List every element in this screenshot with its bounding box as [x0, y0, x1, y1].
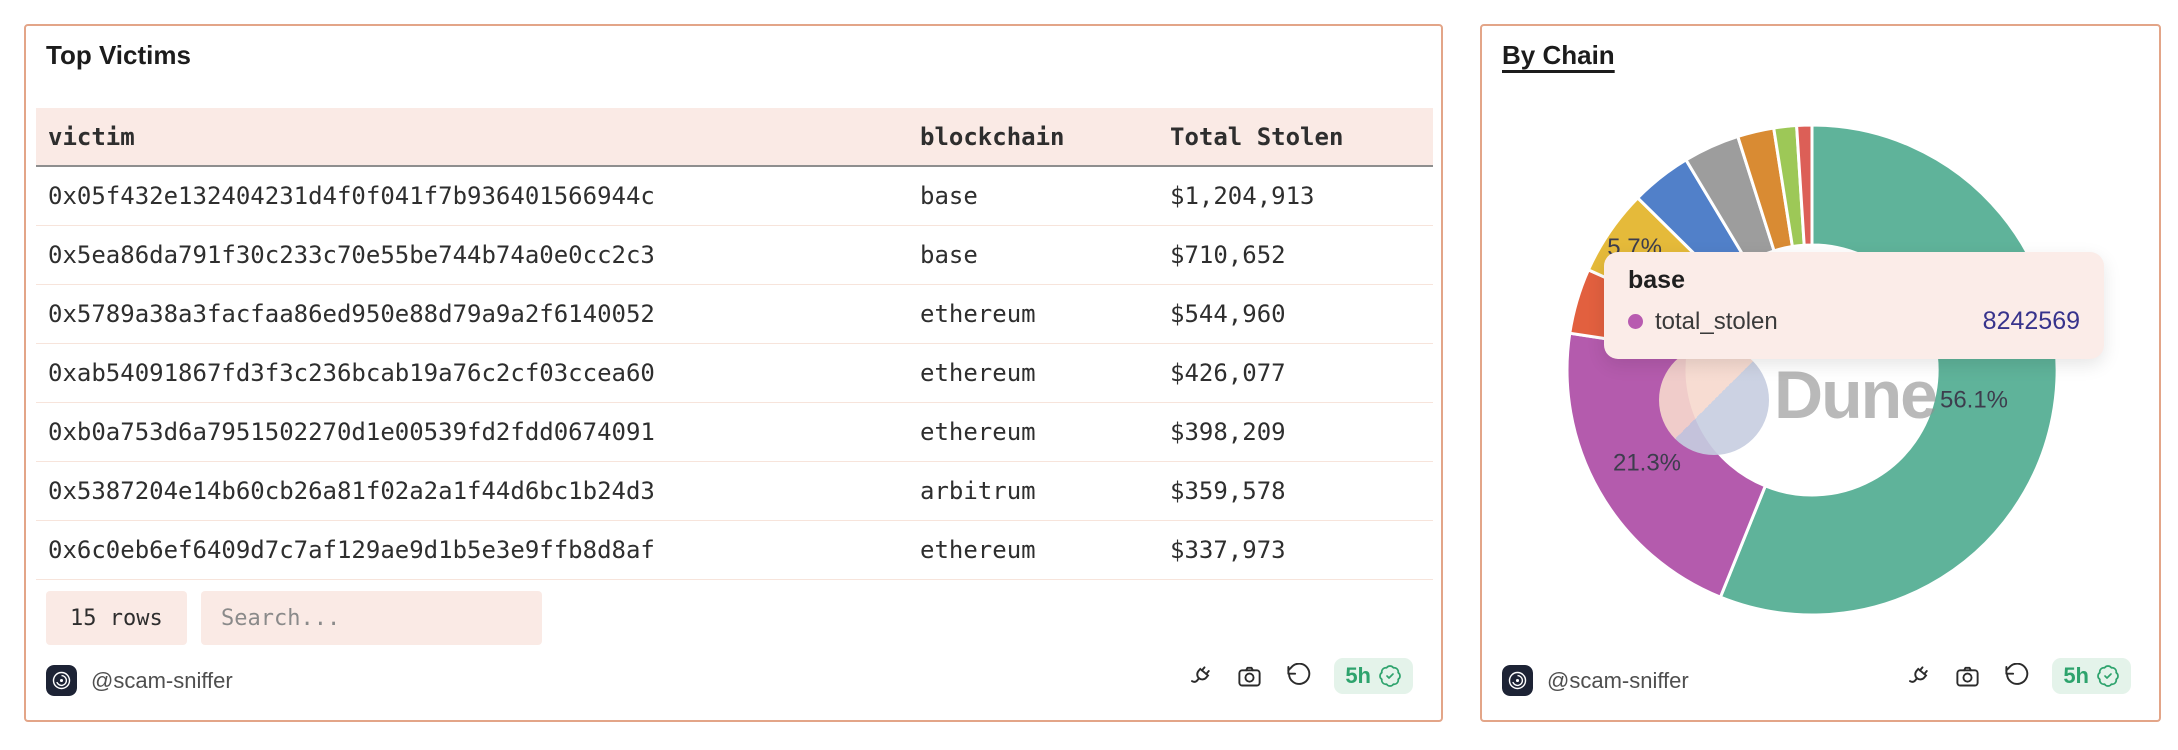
- chart-title-link[interactable]: By Chain: [1502, 40, 1615, 70]
- table-row: 0x5387204e14b60cb26a81f02a2a1f44d6bc1b24…: [36, 461, 1433, 521]
- scam-sniffer-avatar[interactable]: [46, 665, 77, 696]
- rows-count-button[interactable]: 15 rows: [46, 591, 187, 645]
- verified-badge-icon: [1379, 665, 1401, 687]
- plug-icon[interactable]: [1187, 663, 1214, 690]
- blockchain-cell: arbitrum: [908, 461, 1158, 521]
- widget-actions: 5h: [1905, 658, 2131, 694]
- victims-table-body: 0x05f432e132404231d4f0f041f7b93640156694…: [36, 166, 1433, 580]
- blockchain-cell: ethereum: [908, 284, 1158, 344]
- page-title: Top Victims: [46, 40, 191, 70]
- camera-icon[interactable]: [1236, 663, 1263, 690]
- blockchain-cell: ethereum: [908, 343, 1158, 403]
- victim-cell: 0x05f432e132404231d4f0f041f7b93640156694…: [36, 166, 908, 226]
- pie-percent-label: 56.1%: [1940, 387, 2008, 414]
- victims-table: victim blockchain Total Stolen 0x05f432e…: [36, 108, 1433, 580]
- freshness-label: 5h: [1345, 663, 1371, 688]
- victim-cell: 0x6c0eb6ef6409d7c7af129ae9d1b5e3e9ffb8d8…: [36, 520, 908, 580]
- freshness-badge[interactable]: 5h: [2052, 658, 2131, 694]
- table-row: 0x5ea86da791f30c233c70e55be744b74a0e0cc2…: [36, 225, 1433, 285]
- verified-badge-icon: [2097, 665, 2119, 687]
- dune-logo-watermark: [1659, 345, 1769, 455]
- author-attribution: @scam-sniffer: [46, 665, 233, 696]
- total-stolen-cell: $359,578: [1158, 461, 1433, 521]
- freshness-label: 5h: [2063, 663, 2089, 688]
- victim-cell: 0xb0a753d6a7951502270d1e00539fd2fdd06740…: [36, 402, 908, 462]
- total-stolen-cell: $710,652: [1158, 225, 1433, 285]
- table-row: 0xb0a753d6a7951502270d1e00539fd2fdd06740…: [36, 402, 1433, 462]
- chart-tooltip: base total_stolen 8242569: [1604, 252, 2104, 359]
- camera-icon[interactable]: [1954, 663, 1981, 690]
- top-victims-panel: Top Victims victim blockchain Total Stol…: [24, 24, 1443, 722]
- pie-percent-label: 21.3%: [1613, 449, 1681, 476]
- blockchain-cell: base: [908, 225, 1158, 285]
- victim-cell: 0x5ea86da791f30c233c70e55be744b74a0e0cc2…: [36, 225, 908, 285]
- column-header-total-stolen[interactable]: Total Stolen: [1158, 108, 1433, 167]
- table-row: 0x5789a38a3facfaa86ed950e88d79a9a2f61400…: [36, 284, 1433, 344]
- total-stolen-cell: $426,077: [1158, 343, 1433, 403]
- victim-cell: 0xab54091867fd3f3c236bcab19a76c2cf03ccea…: [36, 343, 908, 403]
- total-stolen-cell: $337,973: [1158, 520, 1433, 580]
- total-stolen-cell: $398,209: [1158, 402, 1433, 462]
- dune-watermark-text: Dune: [1774, 357, 1938, 433]
- pie-slice[interactable]: [1795, 123, 1814, 247]
- column-header-blockchain[interactable]: blockchain: [908, 108, 1158, 167]
- tooltip-series-dot: [1628, 314, 1643, 329]
- author-handle[interactable]: @scam-sniffer: [1547, 667, 1689, 693]
- tooltip-title: base: [1628, 266, 1685, 294]
- blockchain-cell: base: [908, 166, 1158, 226]
- blockchain-cell: ethereum: [908, 520, 1158, 580]
- tooltip-row: total_stolen 8242569: [1628, 307, 2080, 336]
- table-header-row: victim blockchain Total Stolen: [36, 108, 1433, 167]
- plug-icon[interactable]: [1905, 663, 1932, 690]
- table-row: 0x05f432e132404231d4f0f041f7b93640156694…: [36, 166, 1433, 226]
- rotate-ccw-icon[interactable]: [2003, 662, 2030, 690]
- table-row: 0xab54091867fd3f3c236bcab19a76c2cf03ccea…: [36, 343, 1433, 403]
- table-row: 0x6c0eb6ef6409d7c7af129ae9d1b5e3e9ffb8d8…: [36, 520, 1433, 580]
- total-stolen-cell: $544,960: [1158, 284, 1433, 344]
- victim-cell: 0x5789a38a3facfaa86ed950e88d79a9a2f61400…: [36, 284, 908, 344]
- scam-sniffer-avatar[interactable]: [1502, 665, 1533, 696]
- victim-cell: 0x5387204e14b60cb26a81f02a2a1f44d6bc1b24…: [36, 461, 908, 521]
- rotate-ccw-icon[interactable]: [1285, 662, 1312, 690]
- author-handle[interactable]: @scam-sniffer: [91, 667, 233, 693]
- widget-actions: 5h: [1187, 658, 1413, 694]
- column-header-victim[interactable]: victim: [36, 108, 908, 167]
- tooltip-series-label: total_stolen: [1655, 307, 1778, 335]
- tooltip-value: 8242569: [1982, 307, 2080, 335]
- by-chain-panel: By Chain 56.1% 21.3% 5.7% Dune base total_…: [1480, 24, 2161, 722]
- blockchain-cell: ethereum: [908, 402, 1158, 462]
- author-attribution: @scam-sniffer: [1502, 665, 1689, 696]
- total-stolen-cell: $1,204,913: [1158, 166, 1433, 226]
- search-input[interactable]: [201, 591, 542, 645]
- freshness-badge[interactable]: 5h: [1334, 658, 1413, 694]
